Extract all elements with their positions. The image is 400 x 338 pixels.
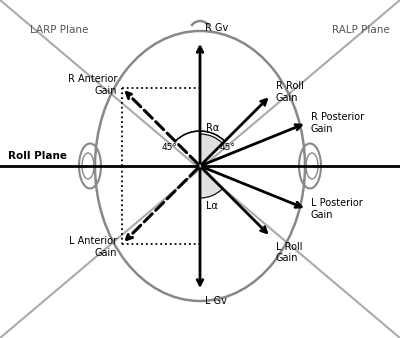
Text: L Gv: L Gv <box>205 296 227 306</box>
Text: RALP Plane: RALP Plane <box>332 25 390 35</box>
Text: Rα: Rα <box>206 123 219 133</box>
Text: 45°: 45° <box>162 144 178 152</box>
Text: Lα: Lα <box>206 201 218 211</box>
Wedge shape <box>200 134 223 166</box>
Text: Roll Plane: Roll Plane <box>8 151 67 161</box>
Text: LARP Plane: LARP Plane <box>30 25 88 35</box>
Wedge shape <box>200 166 223 198</box>
Text: L Anterior
Gain: L Anterior Gain <box>69 236 117 258</box>
Text: L Roll
Gain: L Roll Gain <box>276 242 302 263</box>
Text: R Anterior
Gain: R Anterior Gain <box>68 74 117 96</box>
Text: R Roll
Gain: R Roll Gain <box>276 81 304 103</box>
Text: R Gv: R Gv <box>205 23 228 33</box>
Text: L Posterior
Gain: L Posterior Gain <box>311 198 362 220</box>
Text: 45°: 45° <box>220 144 236 152</box>
Text: R Posterior
Gain: R Posterior Gain <box>311 112 364 134</box>
